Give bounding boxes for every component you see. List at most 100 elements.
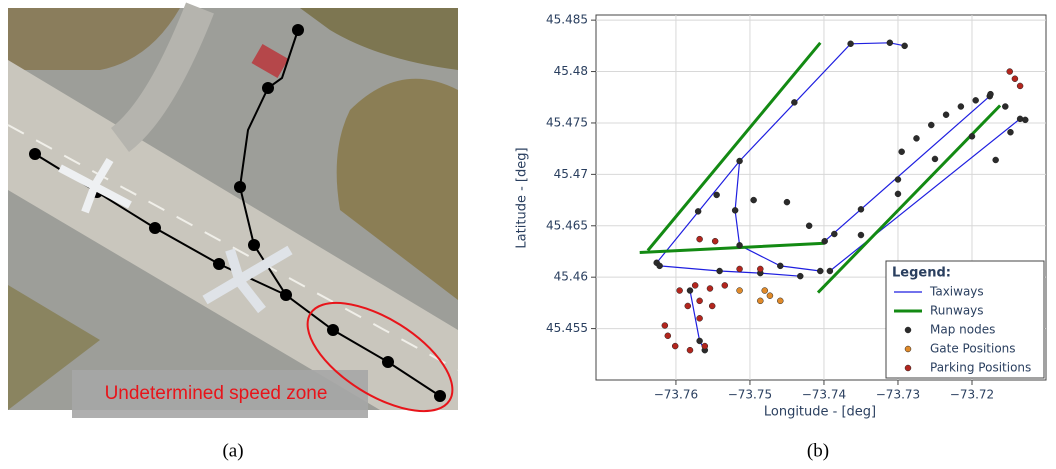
legend-title: Legend: [892, 266, 951, 281]
point [913, 135, 919, 141]
plot: −73.76−73.75−73.74−73.73−73.7245.45545.4… [546, 13, 1046, 402]
node [434, 390, 446, 402]
aerial-image: Undetermined speed zone [8, 8, 470, 433]
point [797, 273, 803, 279]
y-tick-label: 45.485 [546, 13, 588, 27]
panel-label: (a) [222, 440, 243, 461]
node [292, 24, 304, 36]
point [709, 303, 715, 309]
point [1002, 104, 1008, 110]
point [784, 199, 790, 205]
legend-swatch [905, 346, 911, 352]
node [149, 222, 161, 234]
x-tick-label: −73.72 [950, 388, 994, 402]
point [687, 288, 693, 294]
point [848, 41, 854, 47]
point [777, 298, 783, 304]
node [280, 289, 292, 301]
point [806, 223, 812, 229]
point [958, 104, 964, 110]
y-tick-label: 45.47 [554, 167, 588, 181]
point [702, 343, 708, 349]
point [858, 232, 864, 238]
point [777, 263, 783, 269]
legend-label: Gate Positions [930, 342, 1016, 356]
point [737, 242, 743, 248]
point [831, 231, 837, 237]
node [234, 181, 246, 193]
point [737, 158, 743, 164]
point [757, 266, 763, 272]
point [687, 347, 693, 353]
annotation: Undetermined speed zone [105, 383, 328, 404]
y-tick-label: 45.465 [546, 218, 588, 232]
legend-label: Parking Positions [930, 361, 1031, 375]
y-tick-label: 45.475 [546, 115, 588, 129]
point [827, 268, 833, 274]
point [707, 285, 713, 291]
point [762, 288, 768, 294]
point [1007, 129, 1013, 135]
y-tick-label: 45.48 [554, 64, 588, 78]
legend-label: Runways [930, 304, 984, 318]
point [697, 236, 703, 242]
point [791, 99, 797, 105]
point [899, 149, 905, 155]
point [943, 112, 949, 118]
figure: Undetermined speed zone (a) (b) Longitud… [0, 0, 1056, 469]
point [692, 282, 698, 288]
page: Undetermined speed zone (a) (b) Longitud… [0, 0, 1056, 469]
point [697, 315, 703, 321]
point [732, 207, 738, 213]
node [262, 82, 274, 94]
point [1022, 117, 1028, 123]
panel-label: (b) [807, 440, 829, 461]
point [672, 343, 678, 349]
point [822, 238, 828, 244]
point [993, 157, 999, 163]
y-tick-label: 45.46 [554, 270, 588, 284]
legend: Legend: Taxiways Runways Map nodes Gate Posi… [886, 261, 1044, 378]
point [697, 298, 703, 304]
point [737, 288, 743, 294]
point [714, 192, 720, 198]
x-axis-title: Longitude - [deg] [764, 405, 876, 420]
x-tick-label: −73.75 [728, 388, 772, 402]
point [665, 333, 671, 339]
point [685, 303, 691, 309]
point [902, 43, 908, 49]
point [697, 338, 703, 344]
y-axis-title: Latitude - [deg] [515, 147, 530, 248]
point [895, 191, 901, 197]
point [757, 298, 763, 304]
point [928, 122, 934, 128]
point [887, 40, 893, 46]
point [712, 238, 718, 244]
node [213, 258, 225, 270]
point [751, 197, 757, 203]
point [987, 91, 993, 97]
point [817, 268, 823, 274]
point [973, 97, 979, 103]
x-tick-label: −73.74 [802, 388, 846, 402]
x-tick-label: −73.76 [654, 388, 698, 402]
node [327, 324, 339, 336]
point [1007, 69, 1013, 75]
point [767, 293, 773, 299]
point [1012, 76, 1018, 82]
node [382, 356, 394, 368]
legend-swatch [905, 365, 911, 371]
point [932, 156, 938, 162]
point [662, 323, 668, 329]
legend-label: Map nodes [930, 323, 995, 337]
point [1017, 83, 1023, 89]
point [677, 288, 683, 294]
node [248, 239, 260, 251]
point [858, 206, 864, 212]
node [29, 148, 41, 160]
point [722, 282, 728, 288]
legend-label: Taxiways [929, 285, 984, 299]
point [895, 177, 901, 183]
point [737, 266, 743, 272]
point [717, 268, 723, 274]
